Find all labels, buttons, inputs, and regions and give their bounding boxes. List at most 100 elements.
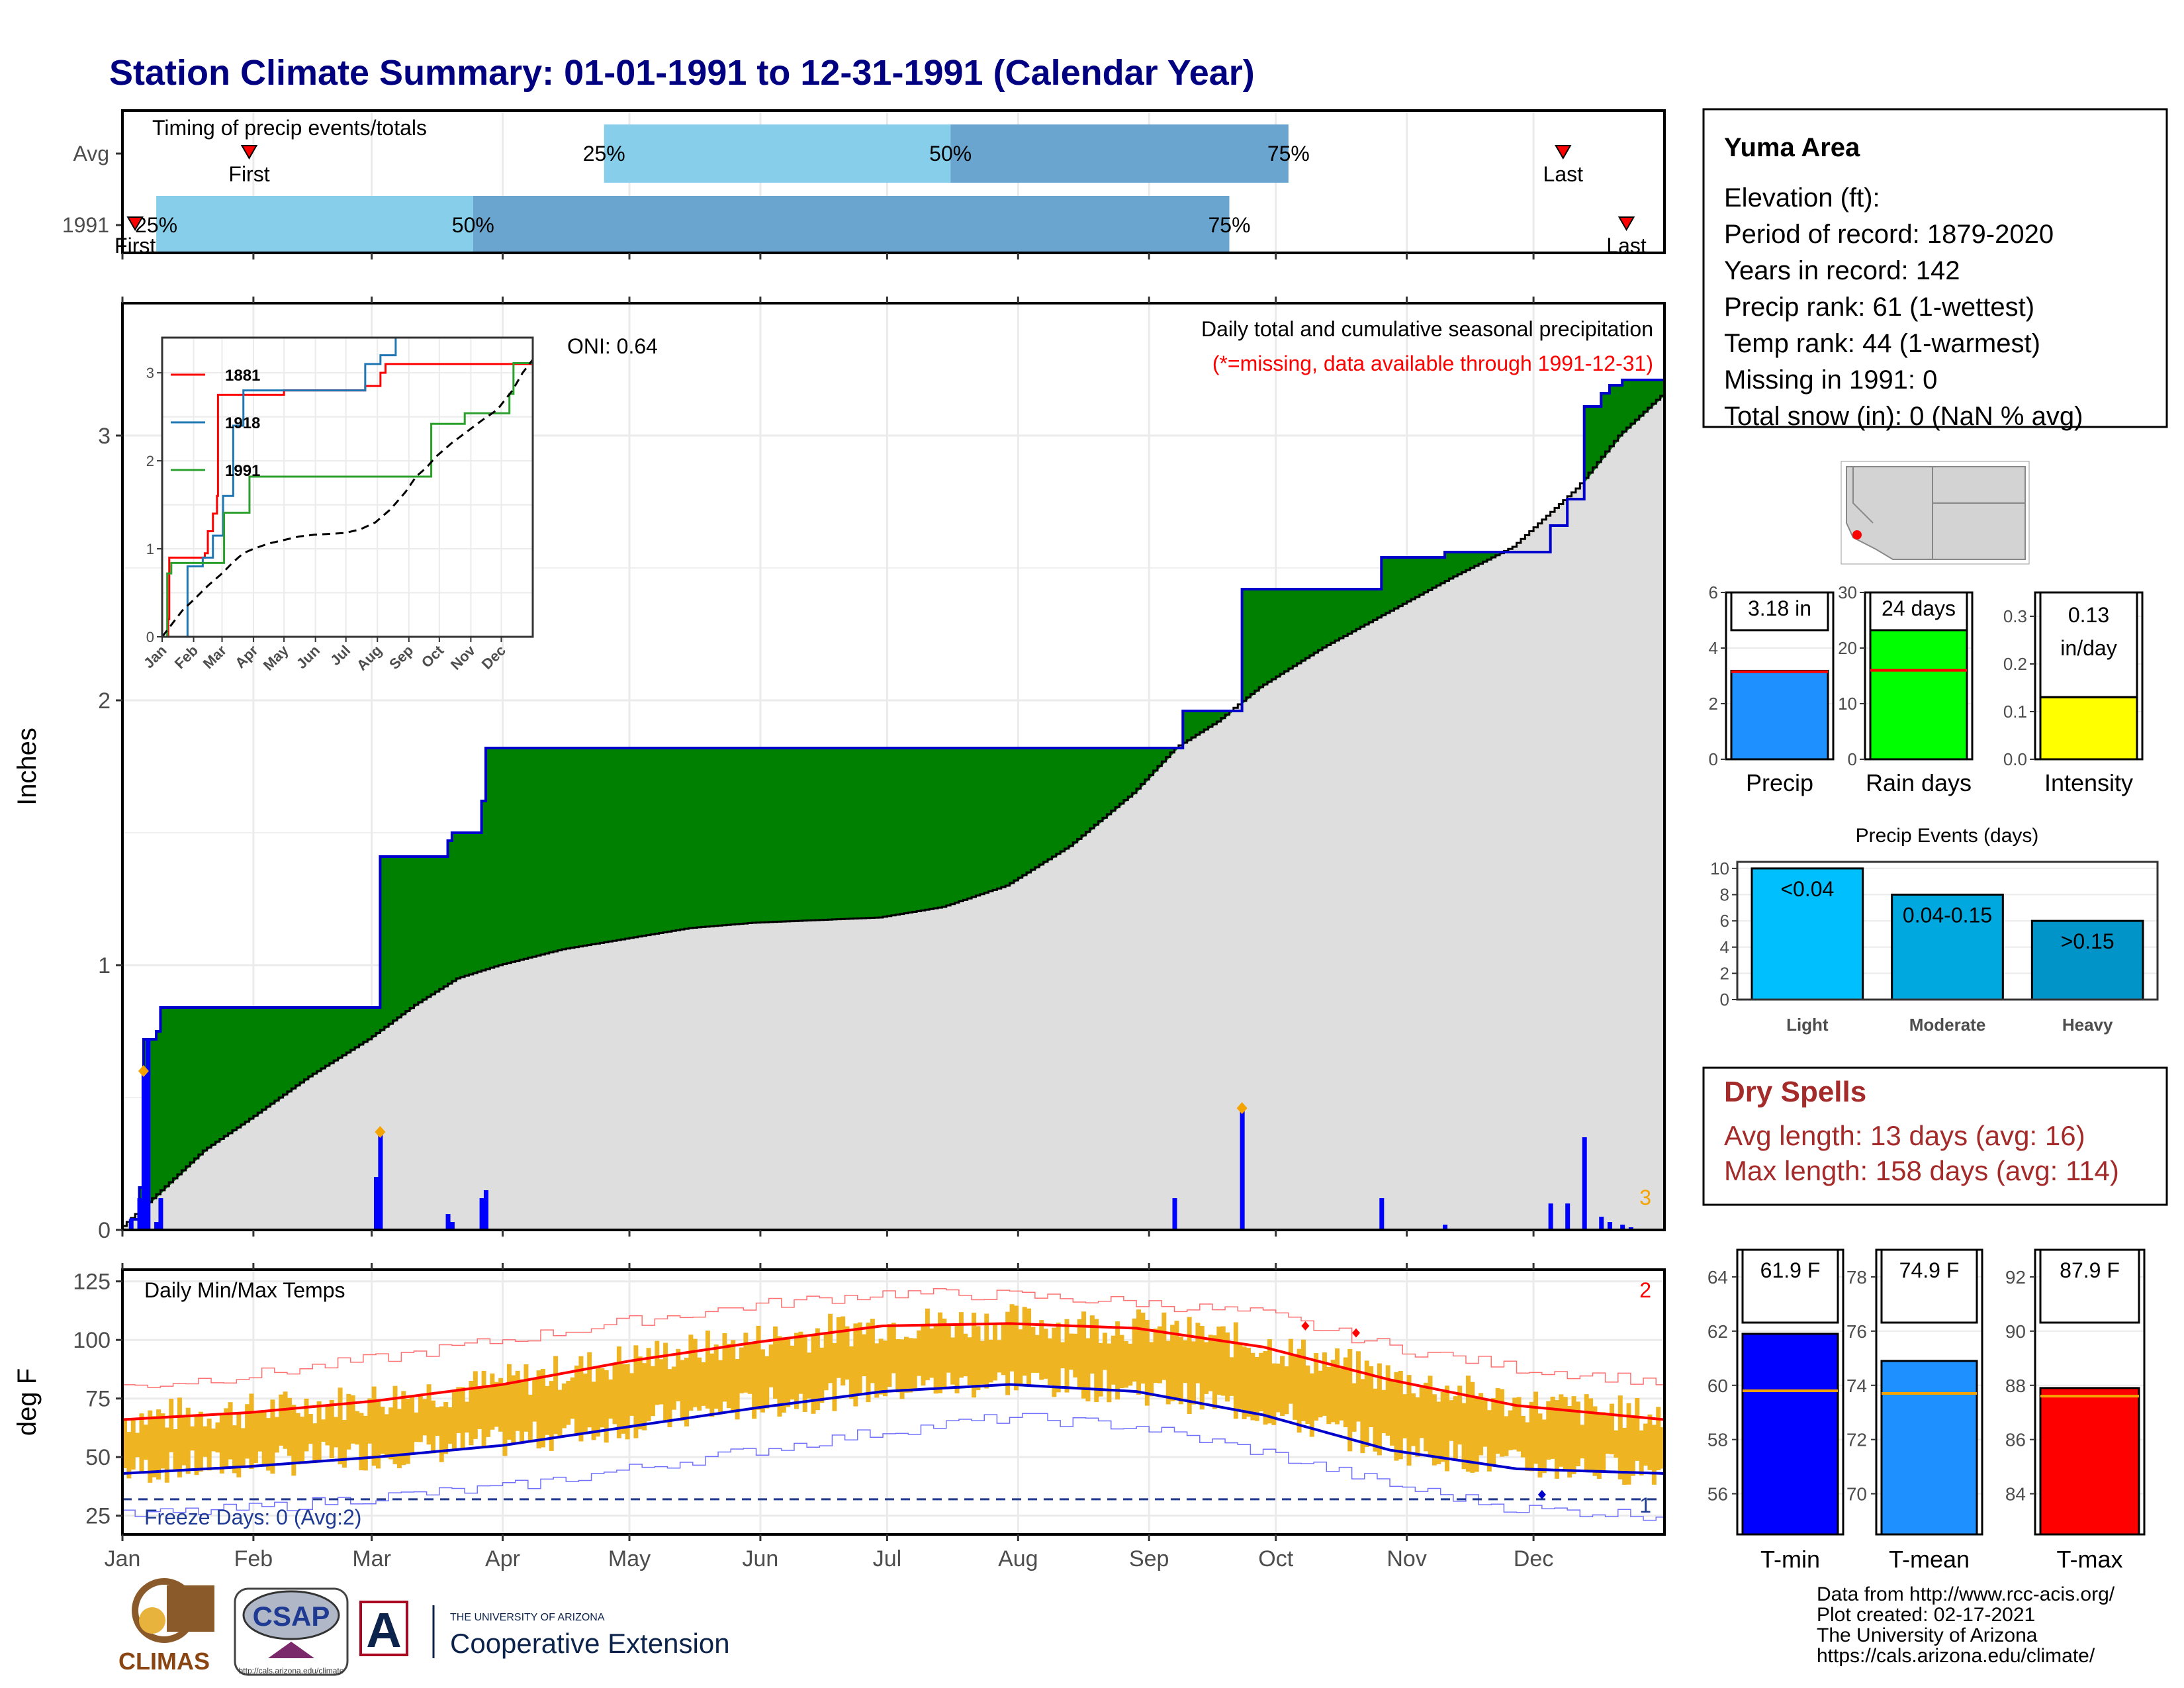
temp-daily-range xyxy=(1119,1335,1124,1388)
precip-anomaly-fill xyxy=(595,747,601,945)
temp-daily-range xyxy=(1191,1341,1197,1405)
month-label: Feb xyxy=(234,1546,273,1571)
temp-daily-range xyxy=(1520,1415,1525,1458)
precip-anomaly-fill xyxy=(270,1007,275,1107)
precip-anomaly-fill xyxy=(578,747,584,948)
precip-anomaly-fill xyxy=(781,747,787,922)
precip-daily-bar xyxy=(1582,1137,1587,1230)
precip-anomaly-fill xyxy=(1410,557,1416,602)
inset-series-line xyxy=(162,354,534,638)
temp-daily-range xyxy=(1322,1352,1327,1416)
temp-daily-range xyxy=(942,1318,947,1387)
timing-frame xyxy=(121,109,1666,254)
precip-anomaly-fill xyxy=(278,1007,284,1102)
precip-anomaly-fill xyxy=(1402,557,1408,607)
temp-daily-range xyxy=(1153,1329,1158,1383)
precip-anomaly-fill xyxy=(891,747,897,917)
temp-daily-range xyxy=(781,1338,786,1413)
precip-anomaly-fill xyxy=(244,1007,250,1125)
temp-daily-range xyxy=(270,1399,275,1474)
dry-box-frame xyxy=(1702,1066,2168,1206)
temp-daily-range xyxy=(1195,1323,1201,1383)
tempbar-ytick-label: 88 xyxy=(2005,1376,2026,1396)
month-label: Jun xyxy=(743,1546,779,1571)
precip-anomaly-fill xyxy=(797,747,803,921)
month-label: Sep xyxy=(1129,1546,1169,1571)
temp-daily-range xyxy=(1445,1385,1450,1472)
temp-daily-range xyxy=(334,1417,339,1448)
temp-daily-range xyxy=(1263,1351,1268,1425)
timing-marker-label: Last xyxy=(1543,162,1584,186)
precip-anomaly-fill xyxy=(937,747,943,909)
temp-daily-range xyxy=(1318,1370,1323,1418)
tempbar-ytick-label: 64 xyxy=(1707,1267,1728,1288)
precip-anomaly-fill xyxy=(283,1007,288,1098)
temp-daily-range xyxy=(899,1339,905,1399)
precip-daily-bar xyxy=(445,1214,451,1230)
temp-daily-range xyxy=(215,1422,220,1453)
station-info-line: Period of record: 1879-2020 xyxy=(1724,220,2054,249)
temp-daily-range xyxy=(802,1335,807,1412)
inset-legend-label: 1991 xyxy=(225,462,260,480)
tempbar-value-box xyxy=(1880,1248,1978,1324)
month-label: Nov xyxy=(1387,1546,1426,1571)
temp-daily-range xyxy=(807,1352,812,1399)
precip-anomaly-fill xyxy=(1309,588,1315,659)
temp-daily-range xyxy=(396,1409,402,1469)
temp-record-low-marker xyxy=(1537,1489,1546,1499)
precip-anomaly-fill xyxy=(848,747,854,919)
tempbar-ytick-label: 70 xyxy=(1846,1484,1867,1505)
temp-daily-range xyxy=(1415,1397,1420,1457)
minibar-ytick-label: 0.2 xyxy=(2003,654,2027,674)
temp-daily-range xyxy=(203,1426,208,1457)
temp-daily-range xyxy=(866,1323,871,1403)
month-label: Apr xyxy=(485,1546,520,1571)
precip-anomaly-fill xyxy=(341,1007,347,1058)
precip-daily-bar xyxy=(128,1219,134,1230)
temp-daily-range xyxy=(1013,1305,1019,1391)
precip-anomaly-fill xyxy=(785,747,791,922)
temp-daily-range xyxy=(878,1338,884,1395)
inset-ytick-label: 0 xyxy=(146,629,154,645)
timing-label-25: 25% xyxy=(583,142,625,165)
temp-daily-range xyxy=(1373,1388,1378,1452)
temp-daily-range xyxy=(1161,1312,1167,1380)
precip-anomaly-fill xyxy=(206,1007,212,1151)
precip-anomaly-fill xyxy=(494,747,500,968)
temp-daily-range xyxy=(1280,1356,1285,1417)
precip-anomaly-fill xyxy=(1051,747,1057,860)
station-info-line: Precip rank: 61 (1-wettest) xyxy=(1724,293,2034,322)
precip-anomaly-fill xyxy=(954,747,960,905)
temp-daily-range xyxy=(460,1387,465,1449)
dry-title: Dry Spells xyxy=(1724,1076,1866,1108)
temp-ytick-label: 25 xyxy=(85,1504,111,1529)
precip-anomaly-fill xyxy=(612,747,617,942)
timing-label-75: 75% xyxy=(1208,213,1250,237)
precip-anomaly-fill xyxy=(717,747,723,927)
temp-daily-range xyxy=(1617,1395,1623,1479)
precip-daily-bar xyxy=(483,1190,488,1230)
precip-anomaly-fill xyxy=(177,1007,183,1179)
temp-corner-bottom: 1 xyxy=(1639,1493,1651,1517)
precip-anomaly-fill xyxy=(1093,747,1099,829)
temp-daily-range xyxy=(1461,1403,1467,1470)
temp-daily-range xyxy=(1601,1412,1606,1472)
oni-label: ONI: 0.64 xyxy=(567,334,658,358)
temp-daily-range xyxy=(1136,1309,1142,1395)
precip-anomaly-fill xyxy=(684,747,690,930)
timing-bar-50-75 xyxy=(950,124,1289,183)
precip-anomaly-fill xyxy=(1106,747,1112,819)
events-bar-label: >0.15 xyxy=(2061,929,2115,953)
precip-anomaly-fill xyxy=(662,747,668,933)
temp-daily-range xyxy=(938,1312,943,1393)
precip-daily-bar xyxy=(1599,1217,1604,1230)
climas-logo-block xyxy=(167,1585,214,1632)
temp-daily-range xyxy=(173,1429,178,1470)
temp-daily-range xyxy=(1229,1357,1234,1396)
temp-daily-range xyxy=(355,1411,360,1445)
temp-daily-range xyxy=(574,1365,580,1435)
temp-daily-range xyxy=(595,1366,600,1437)
tempbar-ytick-label: 76 xyxy=(1846,1321,1867,1342)
precip-anomaly-fill xyxy=(287,1007,293,1096)
temp-daily-range xyxy=(1630,1415,1635,1476)
